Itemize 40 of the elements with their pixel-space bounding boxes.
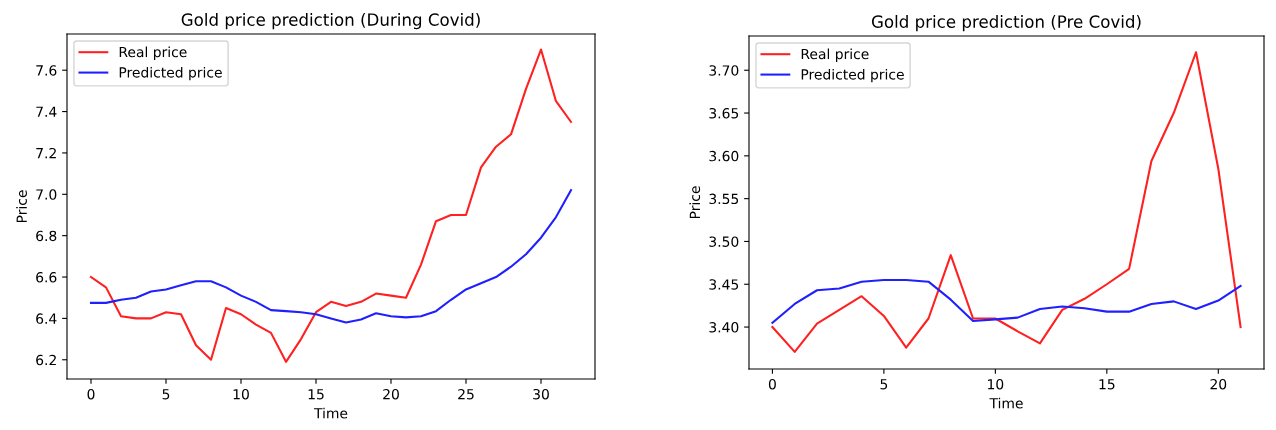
- x-tick-label: 10: [233, 388, 249, 400]
- legend-label: Real price: [801, 48, 869, 62]
- line-series: [89, 189, 573, 324]
- x-tick-label: 15: [308, 389, 324, 400]
- x-tick-label: 0: [87, 388, 95, 400]
- y-tick-label: 7.6: [36, 65, 57, 76]
- x-tick-label: 15: [1099, 379, 1115, 390]
- y-tick-label: 3.40: [709, 322, 739, 333]
- x-tick-label: 20: [383, 388, 399, 400]
- x-axis-title: Time: [989, 397, 1023, 409]
- chart-title: Gold price prediction (Pre Covid): [871, 15, 1141, 32]
- y-tick-label: 3.65: [709, 108, 739, 119]
- y-axis-title: Price: [689, 186, 701, 219]
- y-tick-label: 7.4: [36, 106, 57, 117]
- y-tick-label: 7.2: [36, 147, 56, 159]
- x-tick-label: 0: [768, 378, 776, 390]
- y-tick-label: 3.50: [709, 236, 739, 247]
- legend-label: Predicted price: [801, 68, 904, 83]
- y-tick-label: 6.8: [36, 230, 57, 242]
- y-tick-label: 3.45: [709, 279, 739, 290]
- line-series: [89, 48, 573, 363]
- x-tick-label: 20: [1210, 378, 1227, 390]
- y-tick-label: 3.60: [709, 150, 739, 162]
- x-tick-label: 10: [988, 378, 1004, 390]
- x-tick-label: 30: [533, 388, 549, 400]
- line-series: [771, 278, 1242, 324]
- x-tick-label: 25: [458, 388, 474, 400]
- y-axis-title: Price: [16, 190, 27, 223]
- chart-title: Gold price prediction (During Covid): [181, 13, 480, 30]
- legend-label: Real price: [119, 46, 187, 60]
- legend-label: Predicted price: [119, 66, 222, 81]
- x-tick-label: 5: [880, 379, 888, 390]
- y-tick-label: 7.0: [36, 189, 57, 200]
- x-tick-label: 5: [162, 389, 170, 400]
- y-tick-label: 6.6: [36, 272, 57, 283]
- y-tick-label: 6.2: [36, 354, 56, 366]
- x-axis-title: Time: [313, 407, 348, 419]
- y-tick-label: 3.55: [709, 193, 739, 205]
- y-tick-label: 6.4: [36, 313, 57, 324]
- y-tick-label: 3.70: [709, 65, 739, 76]
